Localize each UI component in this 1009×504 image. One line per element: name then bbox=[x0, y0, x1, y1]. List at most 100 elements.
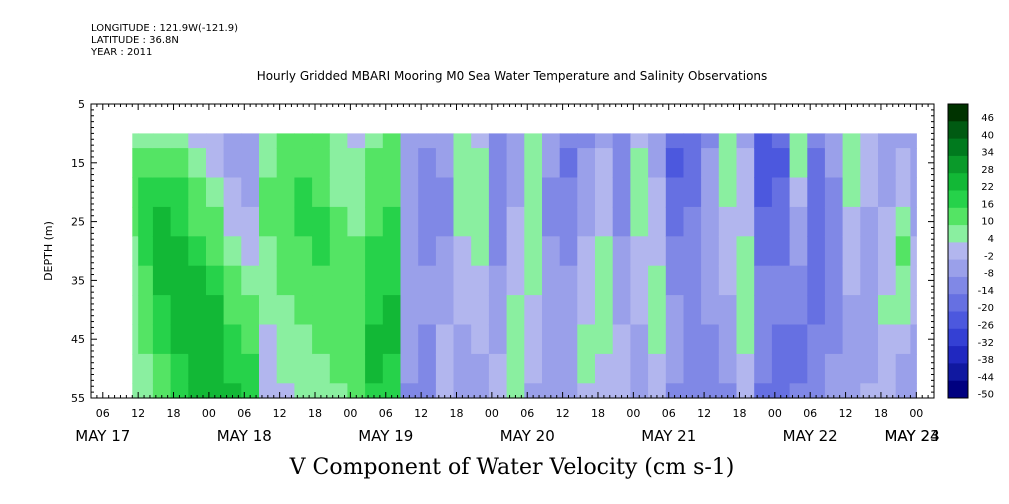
heatmap-cell bbox=[665, 177, 685, 208]
heatmap-cell bbox=[312, 324, 331, 355]
heatmap-cell bbox=[329, 265, 349, 296]
heatmap-cell bbox=[559, 133, 578, 149]
colorbar-swatch bbox=[948, 346, 968, 364]
heatmap-cell bbox=[188, 236, 207, 267]
colorbar-label: 4 bbox=[988, 234, 994, 245]
heatmap-cell bbox=[241, 206, 260, 237]
heatmap-cell bbox=[471, 148, 490, 179]
heatmap-cell bbox=[648, 148, 667, 179]
heatmap-cell bbox=[754, 353, 773, 384]
heatmap-cell bbox=[736, 383, 755, 399]
heatmap-cell bbox=[860, 236, 879, 267]
day-label: MAY 17 bbox=[75, 427, 130, 445]
heatmap-cell bbox=[294, 295, 313, 326]
x-tick-label: 12 bbox=[839, 407, 853, 420]
heatmap-cell bbox=[910, 133, 917, 149]
heatmap-cell bbox=[329, 353, 349, 384]
heatmap-cell bbox=[878, 177, 897, 208]
heatmap-cell bbox=[400, 383, 419, 399]
heatmap-cell bbox=[842, 133, 861, 149]
heatmap-cell bbox=[542, 295, 561, 326]
heatmap-cell bbox=[152, 265, 172, 296]
heatmap-cell bbox=[312, 236, 331, 267]
heatmap-cell bbox=[206, 177, 225, 208]
heatmap-cell bbox=[630, 133, 649, 149]
x-tick-label: 00 bbox=[909, 407, 923, 420]
heatmap-cell bbox=[860, 265, 879, 296]
heatmap-cell bbox=[771, 353, 791, 384]
heatmap-cell bbox=[382, 148, 402, 179]
x-tick-label: 12 bbox=[131, 407, 145, 420]
heatmap-cell bbox=[754, 206, 773, 237]
heatmap-cell bbox=[524, 206, 543, 237]
heatmap-cell bbox=[683, 206, 702, 237]
heatmap-cell bbox=[312, 383, 331, 399]
x-tick-label: 00 bbox=[485, 407, 499, 420]
colorbar-swatch bbox=[948, 138, 968, 157]
heatmap-cell bbox=[824, 206, 844, 237]
x-tick-label: 12 bbox=[273, 407, 287, 420]
heatmap-cell bbox=[754, 236, 773, 267]
colorbar-label: -14 bbox=[978, 286, 994, 297]
heatmap-cell bbox=[132, 148, 139, 179]
heatmap-cell bbox=[506, 177, 525, 208]
colorbar-label: 28 bbox=[981, 165, 994, 176]
heatmap-cell bbox=[577, 265, 596, 296]
heatmap-cell bbox=[718, 295, 738, 326]
heatmap-cell bbox=[132, 295, 139, 326]
heatmap-cell bbox=[347, 133, 366, 149]
heatmap-cell bbox=[382, 383, 402, 399]
heatmap-cell bbox=[435, 148, 455, 179]
heatmap-cell bbox=[418, 206, 437, 237]
heatmap-cell bbox=[453, 324, 472, 355]
heatmap-cell bbox=[718, 265, 738, 296]
y-tick-label: 45 bbox=[71, 333, 85, 346]
heatmap-cell bbox=[595, 324, 614, 355]
heatmap-cell bbox=[488, 236, 508, 267]
heatmap-cell bbox=[365, 324, 384, 355]
heatmap-cell bbox=[206, 383, 225, 399]
heatmap-cell bbox=[577, 383, 596, 399]
heatmap-cell bbox=[188, 148, 207, 179]
heatmap-cell bbox=[878, 353, 897, 384]
heatmap-cell bbox=[506, 353, 525, 384]
heatmap-cell bbox=[365, 236, 384, 267]
heatmap-cell bbox=[648, 177, 667, 208]
heatmap-cell bbox=[824, 295, 844, 326]
day-label: MAY 22 bbox=[783, 427, 838, 445]
heatmap-cell bbox=[365, 148, 384, 179]
heatmap-cell bbox=[895, 265, 911, 296]
heatmap-cell bbox=[312, 177, 331, 208]
heatmap-cell bbox=[294, 324, 313, 355]
colorbar-swatch bbox=[948, 294, 968, 312]
heatmap-cell bbox=[453, 265, 472, 296]
heatmap-cell bbox=[910, 265, 917, 296]
heatmap-cell bbox=[312, 206, 331, 237]
x-tick-label: 12 bbox=[556, 407, 570, 420]
heatmap-cell bbox=[312, 148, 331, 179]
day-label: MAY 18 bbox=[217, 427, 272, 445]
heatmap-cell bbox=[471, 324, 490, 355]
heatmap-cell bbox=[400, 177, 419, 208]
x-tick-label: 12 bbox=[697, 407, 711, 420]
heatmap-cell bbox=[365, 353, 384, 384]
heatmap-cell bbox=[312, 295, 331, 326]
heatmap-cell bbox=[807, 265, 826, 296]
heatmap-cell bbox=[807, 236, 826, 267]
heatmap-cell bbox=[577, 206, 596, 237]
heatmap-cell bbox=[648, 383, 667, 399]
heatmap-cell bbox=[665, 265, 685, 296]
x-tick-label: 06 bbox=[803, 407, 817, 420]
heatmap-cell bbox=[152, 148, 172, 179]
heatmap-cell bbox=[329, 148, 349, 179]
heatmap-cell bbox=[524, 265, 543, 296]
heatmap-cell bbox=[842, 353, 861, 384]
heatmap-cell bbox=[170, 295, 189, 326]
colorbar-swatch bbox=[948, 276, 968, 295]
heatmap-cell bbox=[842, 324, 861, 355]
heatmap-cell bbox=[382, 177, 402, 208]
heatmap-cell bbox=[400, 206, 419, 237]
heatmap-cell bbox=[138, 148, 154, 179]
heatmap-cell bbox=[188, 133, 207, 149]
